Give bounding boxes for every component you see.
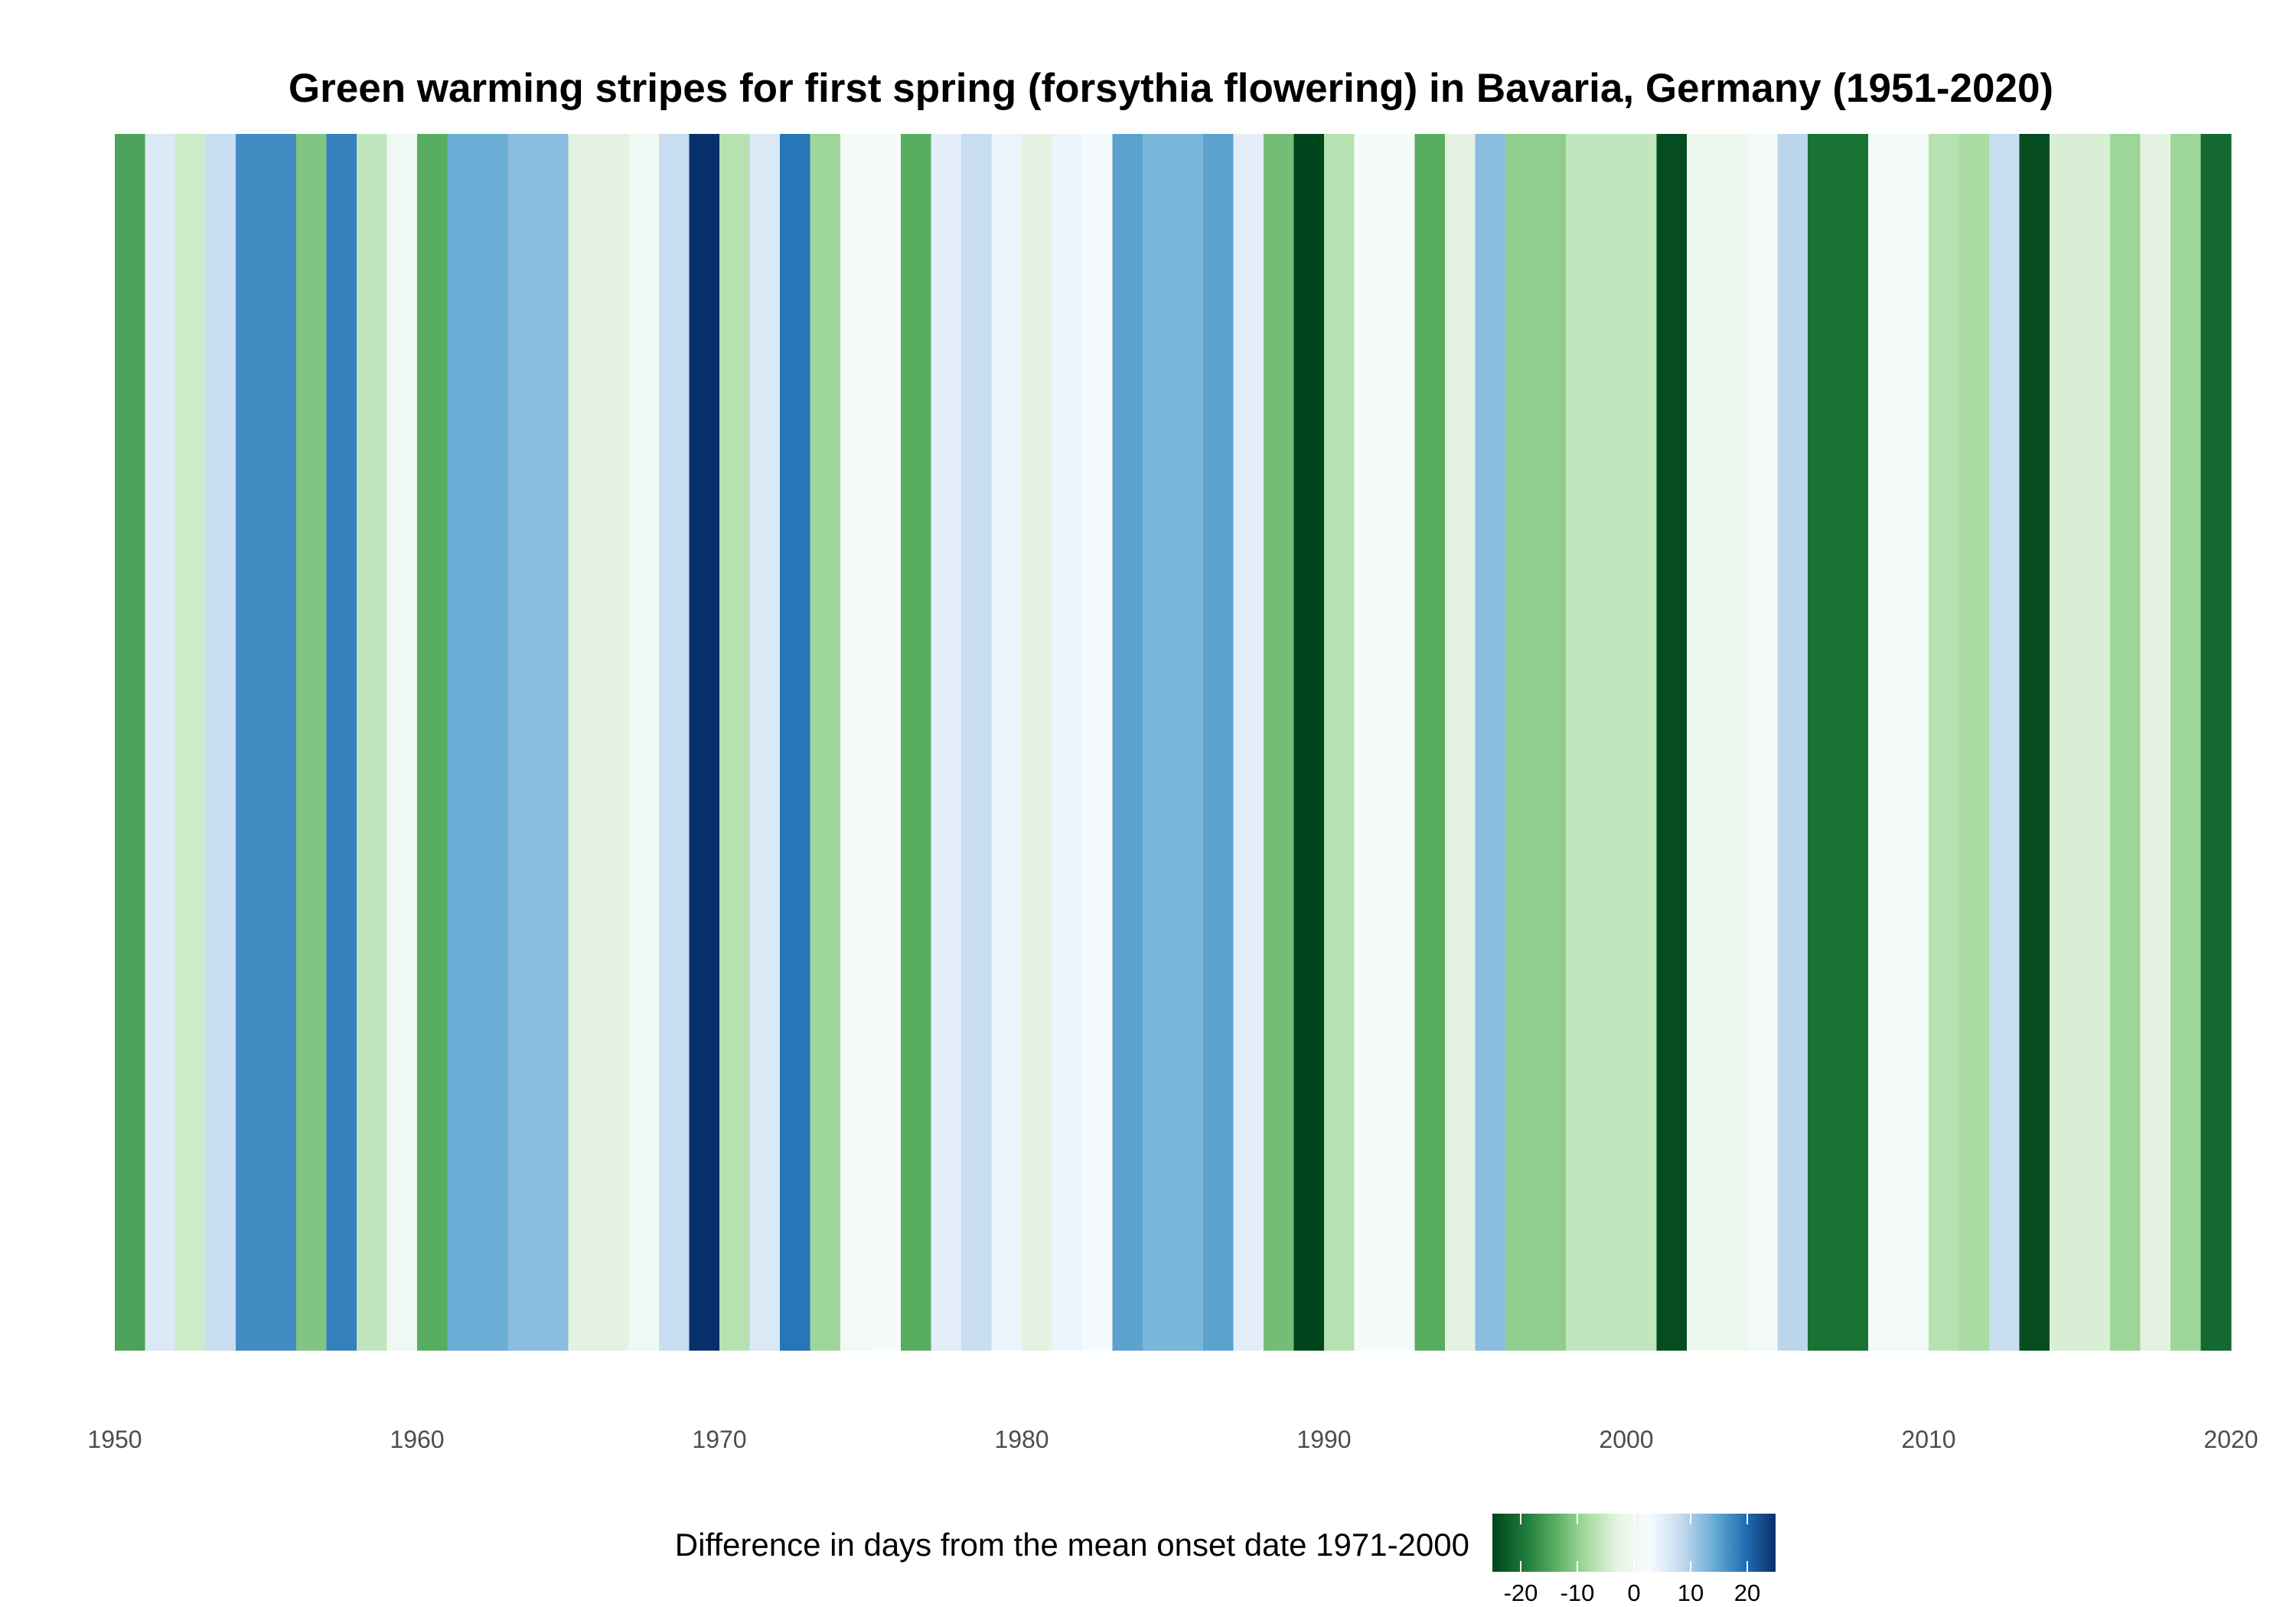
stripe-1993 [1384, 134, 1416, 1351]
legend-tick-label: 10 [1678, 1579, 1704, 1606]
x-tick-label: 1960 [390, 1426, 444, 1453]
stripe-2009 [1868, 134, 1900, 1351]
x-tick-label: 2000 [1599, 1426, 1653, 1453]
legend-tick-label: -20 [1504, 1579, 1538, 1606]
legend: Difference in days from the mean onset d… [675, 1514, 1776, 1606]
stripe-1969 [659, 134, 690, 1351]
stripe-2005 [1747, 134, 1779, 1351]
stripe-1998 [1535, 134, 1567, 1351]
stripe-1984 [1112, 134, 1143, 1351]
stripe-2014 [2019, 134, 2050, 1351]
stripe-1974 [810, 134, 841, 1351]
stripes [115, 134, 2232, 1351]
stripe-2018 [2140, 134, 2171, 1351]
stripe-2020 [2200, 134, 2232, 1351]
stripe-1994 [1414, 134, 1446, 1351]
stripe-2012 [1958, 134, 1990, 1351]
stripe-1975 [840, 134, 872, 1351]
x-tick-label: 1990 [1296, 1426, 1351, 1453]
stripe-1985 [1143, 134, 1174, 1351]
x-tick-label: 2020 [2203, 1426, 2258, 1453]
stripe-1983 [1082, 134, 1114, 1351]
stripe-1951 [115, 134, 146, 1351]
stripe-1981 [1022, 134, 1053, 1351]
stripe-1958 [326, 134, 357, 1351]
stripe-1963 [478, 134, 509, 1351]
stripe-1962 [447, 134, 478, 1351]
stripe-2002 [1656, 134, 1688, 1351]
stripe-2001 [1626, 134, 1658, 1351]
stripe-1997 [1505, 134, 1537, 1351]
stripe-1957 [296, 134, 328, 1351]
stripe-1991 [1324, 134, 1355, 1351]
stripe-2017 [2110, 134, 2141, 1351]
stripe-1980 [991, 134, 1022, 1351]
stripe-1970 [689, 134, 720, 1351]
stripe-1966 [568, 134, 599, 1351]
stripe-2011 [1929, 134, 1960, 1351]
stripe-2015 [2050, 134, 2081, 1351]
stripe-2000 [1596, 134, 1627, 1351]
stripe-1954 [205, 134, 236, 1351]
stripe-1990 [1293, 134, 1325, 1351]
stripe-1988 [1233, 134, 1264, 1351]
stripe-1992 [1354, 134, 1385, 1351]
chart-title: Green warming stripes for first spring (… [289, 66, 2053, 111]
stripe-1967 [598, 134, 630, 1351]
x-tick-label: 1980 [994, 1426, 1049, 1453]
stripe-1976 [870, 134, 902, 1351]
stripe-1996 [1475, 134, 1506, 1351]
stripe-2006 [1777, 134, 1808, 1351]
stripe-1956 [266, 134, 297, 1351]
stripe-1968 [628, 134, 660, 1351]
stripe-1978 [931, 134, 962, 1351]
legend-tick-label: 0 [1627, 1579, 1640, 1606]
stripe-1960 [386, 134, 418, 1351]
x-tick-label: 1970 [692, 1426, 746, 1453]
stripe-1953 [175, 134, 207, 1351]
stripe-1959 [357, 134, 388, 1351]
x-tick-label: 1950 [87, 1426, 142, 1453]
stripe-1952 [145, 134, 176, 1351]
stripe-2008 [1838, 134, 1869, 1351]
stripe-1973 [780, 134, 811, 1351]
stripe-2004 [1717, 134, 1748, 1351]
stripe-1987 [1203, 134, 1234, 1351]
legend-title: Difference in days from the mean onset d… [675, 1527, 1469, 1563]
stripe-2007 [1808, 134, 1839, 1351]
stripe-2010 [1898, 134, 1929, 1351]
stripe-1955 [236, 134, 267, 1351]
stripe-1961 [417, 134, 448, 1351]
stripe-1986 [1172, 134, 1204, 1351]
x-tick-label: 2010 [1901, 1426, 1955, 1453]
stripe-1971 [719, 134, 751, 1351]
stripe-1995 [1445, 134, 1476, 1351]
stripe-1977 [901, 134, 932, 1351]
stripe-2013 [1989, 134, 2020, 1351]
x-axis: 1950 1960 1970 1980 1990 2000 2010 2020 [87, 1426, 2258, 1453]
stripe-1964 [507, 134, 539, 1351]
stripe-1979 [961, 134, 993, 1351]
legend-tick-label: 20 [1734, 1579, 1760, 1606]
stripe-1999 [1566, 134, 1597, 1351]
stripe-2003 [1687, 134, 1718, 1351]
legend-tick-label: -10 [1561, 1579, 1595, 1606]
stripe-1982 [1052, 134, 1083, 1351]
stripe-1965 [538, 134, 569, 1351]
stripe-1989 [1264, 134, 1295, 1351]
stripe-1972 [749, 134, 781, 1351]
stripe-2019 [2170, 134, 2202, 1351]
stripe-2016 [2079, 134, 2111, 1351]
